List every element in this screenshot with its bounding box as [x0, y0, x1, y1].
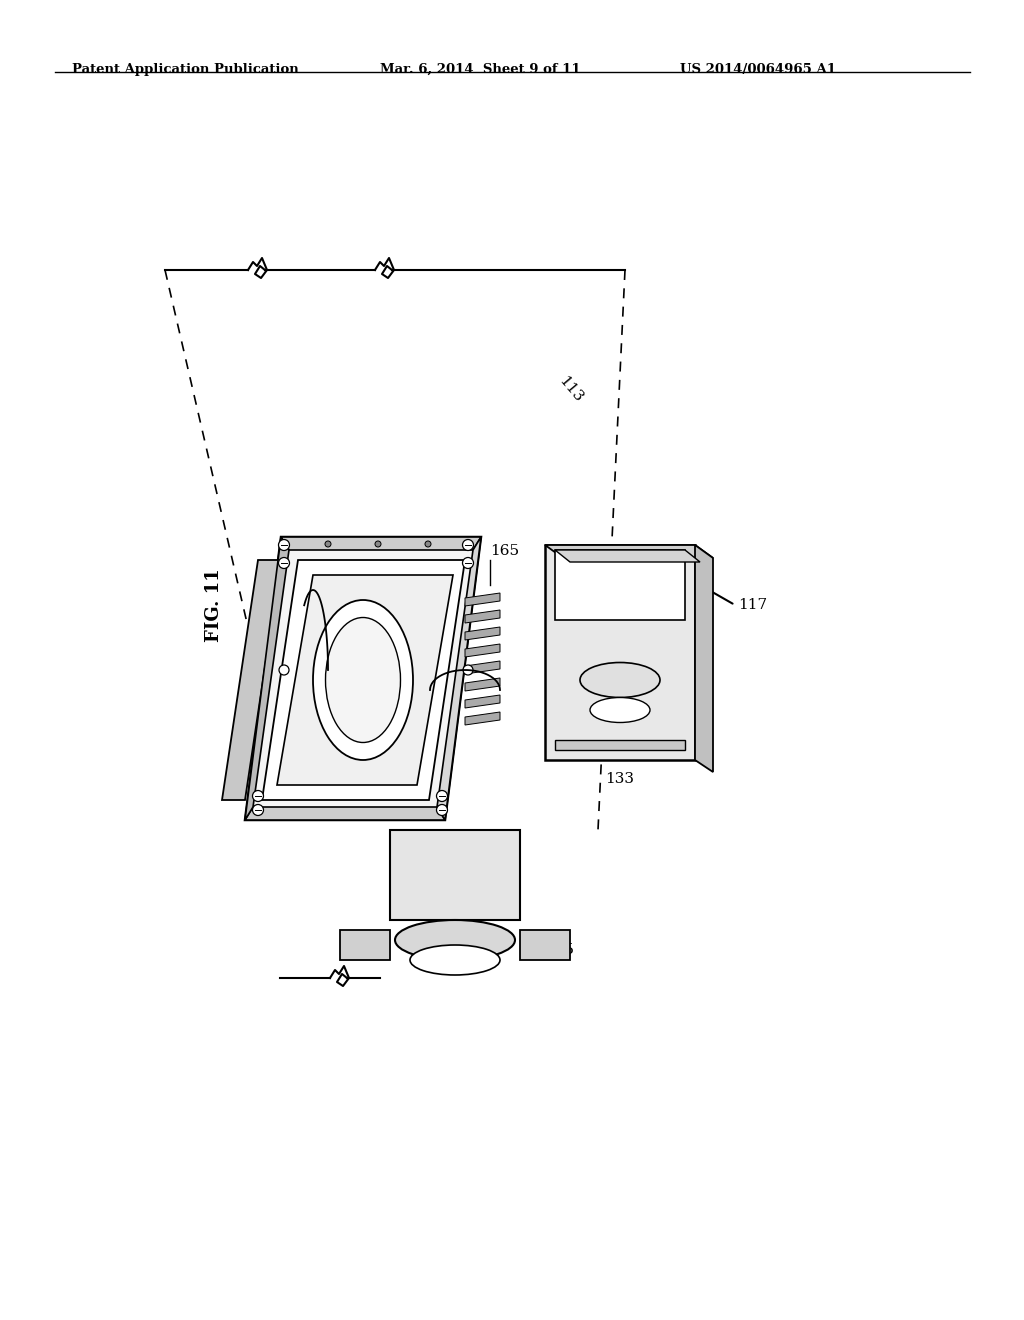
Ellipse shape: [326, 618, 400, 742]
Text: 133: 133: [605, 772, 634, 785]
Text: 135: 135: [545, 942, 574, 957]
Polygon shape: [520, 931, 570, 960]
Polygon shape: [555, 550, 700, 562]
Polygon shape: [465, 610, 500, 623]
Polygon shape: [465, 593, 500, 606]
Circle shape: [463, 540, 473, 550]
Polygon shape: [278, 576, 453, 785]
Text: 165: 165: [490, 544, 519, 558]
Text: Patent Application Publication: Patent Application Publication: [72, 63, 299, 77]
Ellipse shape: [580, 663, 660, 697]
Circle shape: [253, 791, 263, 801]
Polygon shape: [545, 545, 713, 558]
Polygon shape: [465, 627, 500, 640]
Polygon shape: [245, 537, 289, 820]
Circle shape: [325, 541, 331, 546]
Ellipse shape: [395, 920, 515, 960]
Polygon shape: [465, 711, 500, 725]
Circle shape: [279, 540, 290, 550]
Circle shape: [463, 557, 473, 569]
Circle shape: [425, 541, 431, 546]
Text: Mar. 6, 2014  Sheet 9 of 11: Mar. 6, 2014 Sheet 9 of 11: [380, 63, 581, 77]
Text: 117: 117: [738, 598, 767, 612]
Polygon shape: [465, 696, 500, 708]
Ellipse shape: [410, 945, 500, 975]
Ellipse shape: [590, 697, 650, 722]
Text: US 2014/0064965 A1: US 2014/0064965 A1: [680, 63, 836, 77]
Polygon shape: [340, 931, 390, 960]
Polygon shape: [545, 545, 695, 760]
Polygon shape: [262, 560, 465, 800]
Polygon shape: [245, 807, 445, 820]
Polygon shape: [222, 560, 281, 800]
Ellipse shape: [313, 601, 413, 760]
Polygon shape: [555, 741, 685, 750]
Circle shape: [436, 804, 447, 816]
Circle shape: [253, 804, 263, 816]
Polygon shape: [695, 545, 713, 772]
Polygon shape: [465, 661, 500, 675]
Polygon shape: [281, 537, 481, 550]
Circle shape: [279, 665, 289, 675]
Polygon shape: [390, 830, 520, 920]
Polygon shape: [465, 678, 500, 690]
Circle shape: [463, 665, 473, 675]
Text: FIG. 11: FIG. 11: [205, 568, 223, 642]
Circle shape: [279, 557, 290, 569]
Polygon shape: [555, 550, 685, 620]
Polygon shape: [245, 537, 481, 820]
Circle shape: [436, 791, 447, 801]
Circle shape: [375, 541, 381, 546]
Polygon shape: [437, 537, 481, 820]
Polygon shape: [465, 644, 500, 657]
Text: 113: 113: [556, 375, 586, 405]
